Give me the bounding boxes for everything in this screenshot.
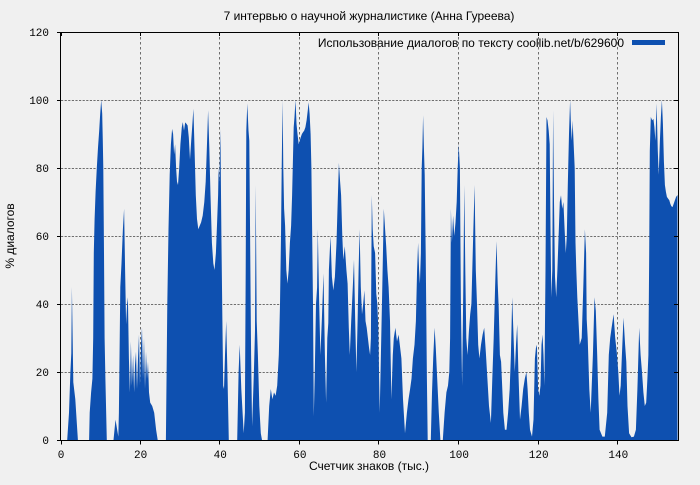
svg-text:% диалогов: % диалогов: [3, 203, 17, 268]
svg-text:120: 120: [529, 450, 549, 462]
svg-text:100: 100: [29, 96, 49, 108]
svg-text:7 интервью о научной журналист: 7 интервью о научной журналистике (Анна …: [224, 9, 515, 23]
svg-text:40: 40: [36, 300, 49, 312]
svg-text:100: 100: [449, 450, 469, 462]
svg-text:0: 0: [58, 450, 65, 462]
svg-text:40: 40: [214, 450, 227, 462]
svg-text:140: 140: [608, 450, 628, 462]
svg-text:60: 60: [36, 232, 49, 244]
svg-text:80: 80: [373, 450, 386, 462]
svg-text:Счетчик знаков (тыс.): Счетчик знаков (тыс.): [309, 459, 429, 473]
svg-text:80: 80: [36, 164, 49, 176]
svg-text:20: 20: [36, 368, 49, 380]
svg-text:120: 120: [29, 28, 49, 40]
svg-text:0: 0: [42, 436, 49, 448]
svg-text:60: 60: [293, 450, 306, 462]
svg-text:Использование диалогов по текс: Использование диалогов по тексту coollib…: [318, 36, 624, 50]
svg-text:20: 20: [134, 450, 147, 462]
